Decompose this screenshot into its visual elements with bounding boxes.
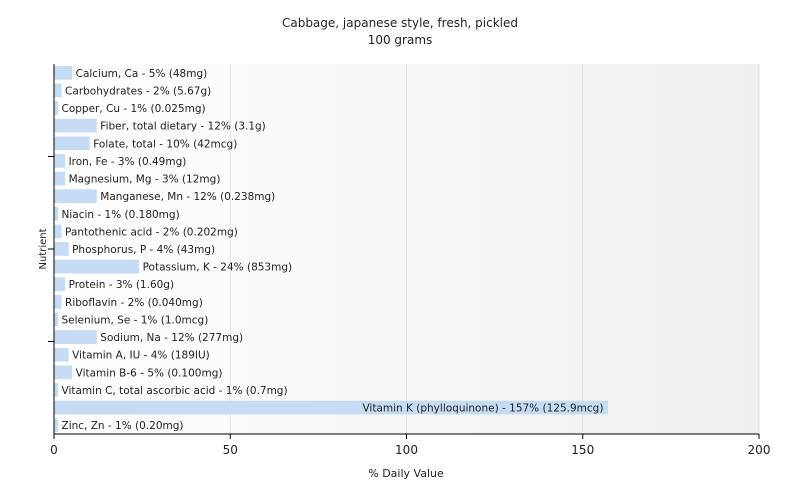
bar — [54, 242, 69, 256]
bar — [54, 65, 73, 80]
x-ticks-group: 0 50 100 150 200 — [50, 434, 770, 457]
x-tick-label: 50 — [223, 443, 238, 457]
bar — [54, 206, 59, 221]
bar-label: Carbohydrates - 2% (5.67g) — [65, 85, 211, 97]
chart-title: Cabbage, japanese style, fresh, pickled — [282, 16, 518, 30]
bar — [54, 312, 59, 327]
x-tick-label: 0 — [50, 443, 58, 457]
bar-label: Zinc, Zn - 1% (0.20mg) — [62, 420, 184, 432]
bar — [54, 118, 97, 133]
bar — [54, 101, 59, 115]
bar-label: Vitamin B-6 - 5% (0.100mg) — [76, 367, 223, 379]
bar-label: Calcium, Ca - 5% (48mg) — [76, 68, 208, 80]
bar-label: Fiber, total dietary - 12% (3.1g) — [100, 121, 265, 133]
bar-label: Niacin - 1% (0.180mg) — [62, 209, 180, 221]
bar — [54, 277, 66, 292]
bar-label: Copper, Cu - 1% (0.025mg) — [62, 103, 206, 115]
chart-subtitle: 100 grams — [368, 33, 433, 47]
bar — [54, 418, 59, 433]
x-axis-label: % Daily Value — [368, 467, 444, 480]
bars-group — [54, 65, 608, 433]
x-tick-label: 100 — [395, 443, 418, 457]
bar — [54, 189, 97, 204]
gridlines — [229, 64, 760, 434]
bar — [54, 347, 69, 362]
bar — [54, 294, 62, 309]
bar-label: Magnesium, Mg - 3% (12mg) — [69, 174, 221, 186]
bar — [54, 171, 66, 186]
bar-label: Vitamin K (phylloquinone) - 157% (125.9m… — [362, 403, 603, 415]
bar-label: Iron, Fe - 3% (0.49mg) — [69, 156, 187, 168]
bar — [54, 365, 73, 380]
bar-label: Vitamin C, total ascorbic acid - 1% (0.7… — [62, 385, 288, 397]
x-tick-label: 150 — [571, 443, 594, 457]
bar-label: Potassium, K - 24% (853mg) — [143, 262, 293, 274]
bar — [54, 383, 59, 397]
bar-label: Riboflavin - 2% (0.040mg) — [65, 297, 203, 309]
bar-label: Selenium, Se - 1% (1.0mcg) — [62, 314, 209, 326]
x-tick-label: 200 — [748, 443, 771, 457]
y-axis-label: Nutrient — [38, 228, 49, 269]
bar-label: Folate, total - 10% (42mcg) — [93, 138, 237, 150]
bar — [54, 259, 140, 274]
bar — [54, 400, 608, 415]
y-ticks-group — [48, 156, 54, 342]
bar — [54, 83, 62, 98]
bar-label: Manganese, Mn - 12% (0.238mg) — [100, 191, 275, 203]
bar — [54, 154, 66, 168]
bar-label: Pantothenic acid - 2% (0.202mg) — [65, 226, 238, 238]
bar-label: Protein - 3% (1.60g) — [69, 279, 175, 291]
bar-label: Vitamin A, IU - 4% (189IU) — [72, 350, 210, 362]
bar — [54, 224, 62, 239]
bar-labels-group: Calcium, Ca - 5% (48mg) Carbohydrates - 2… — [62, 68, 604, 432]
bar-label: Sodium, Na - 12% (277mg) — [100, 332, 243, 344]
bar — [54, 330, 97, 344]
bar-label: Phosphorus, P - 4% (43mg) — [72, 244, 215, 256]
bar — [54, 136, 90, 151]
